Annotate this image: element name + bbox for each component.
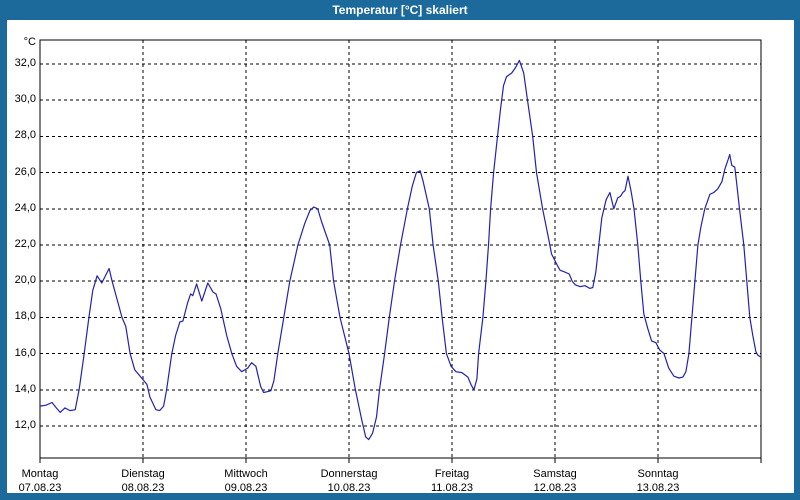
day-date: 11.08.23 (430, 482, 473, 494)
day-date: 09.08.23 (224, 482, 268, 494)
x-axis-day-label: Montag 07.08.23 (0, 467, 91, 495)
y-axis-tick-label: 14,0 (14, 382, 36, 395)
window-titlebar: Temperatur [°C] skaliert (0, 0, 800, 20)
x-axis-day-label: Mittwoch 09.08.23 (195, 467, 297, 495)
plot-border (39, 39, 762, 459)
day-name: Montag (21, 468, 59, 480)
x-axis-day-label: Sonntag 13.08.23 (607, 467, 709, 495)
day-name: Freitag (434, 468, 470, 480)
x-axis-day-label: Dienstag 08.08.23 (92, 467, 194, 495)
y-axis-tick-label: 20,0 (14, 274, 36, 287)
day-name: Dienstag (121, 468, 165, 480)
x-axis-day-label: Donnerstag 10.08.23 (298, 467, 400, 495)
y-axis-tick-label: 18,0 (14, 310, 36, 323)
day-name: Donnerstag (320, 468, 378, 480)
day-name: Mittwoch (224, 468, 268, 480)
window-title: Temperatur [°C] skaliert (332, 3, 468, 17)
y-axis-tick-label: 12,0 (14, 419, 36, 431)
day-name: Sonntag (637, 468, 679, 480)
temperature-line (39, 59, 762, 441)
chart-content-area (7, 20, 794, 493)
day-name: Samstag (533, 468, 577, 480)
y-axis-tick-label: 16,0 (14, 346, 36, 359)
y-axis-tick-label: 28,0 (14, 129, 36, 142)
day-date: 07.08.23 (18, 482, 62, 494)
day-date: 08.08.23 (121, 482, 165, 494)
y-axis-tick-label: 22,0 (14, 238, 36, 250)
x-axis-day-label: Samstag 12.08.23 (504, 467, 606, 495)
day-date: 13.08.23 (636, 482, 680, 494)
y-axis-unit-label: °C (23, 36, 36, 48)
x-axis-day-label: Freitag 11.08.23 (401, 467, 503, 495)
y-axis-tick-label: 24,0 (14, 201, 36, 214)
day-date: 12.08.23 (533, 482, 577, 494)
y-axis-tick-label: 32,0 (14, 57, 36, 69)
y-axis-tick-label: 26,0 (14, 165, 36, 178)
y-axis-tick-label: 30,0 (14, 93, 36, 106)
day-date: 10.08.23 (327, 482, 371, 494)
